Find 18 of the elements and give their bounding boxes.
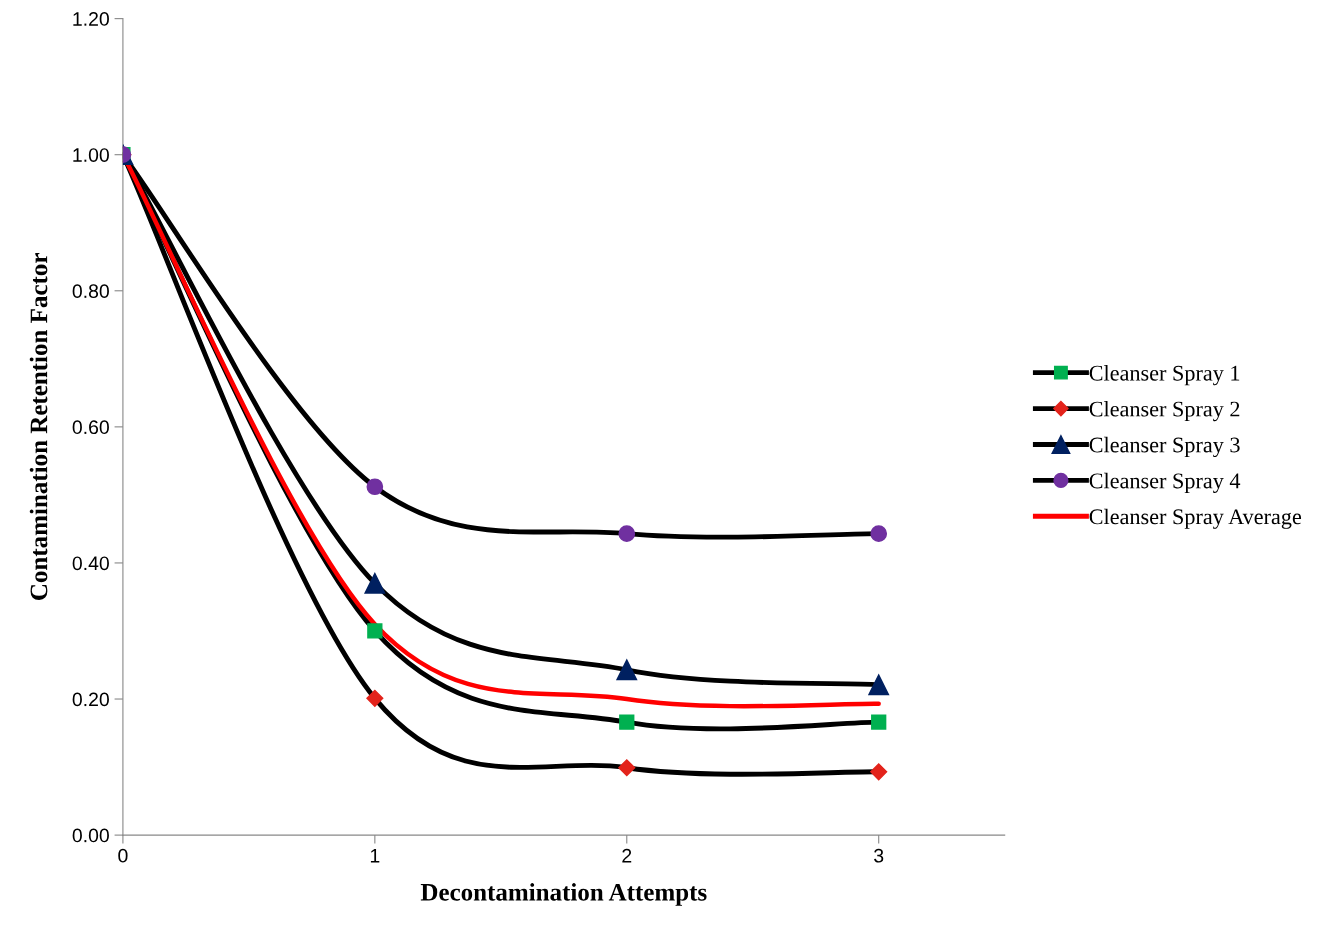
x-tick-label: 0 (118, 848, 128, 863)
x-axis-title: Decontamination Attempts (420, 883, 707, 906)
y-tick-label: 1.20 (73, 12, 109, 26)
y-tick-label: 0.60 (72, 420, 109, 435)
x-tick-label: 3 (874, 848, 884, 863)
legend-label: Cleanser Spray 2 (1089, 400, 1240, 422)
y-tick-label: 0.00 (72, 828, 109, 843)
legend-label: Cleanser Spray 4 (1089, 472, 1241, 493)
y-tick-label: 0.40 (72, 556, 109, 571)
y-axis-title: Contamination Retention Factor (29, 253, 48, 600)
x-tick-label: 1 (370, 849, 380, 863)
y-tick-label: 0.20 (72, 692, 109, 707)
y-tick-label: 1.00 (73, 148, 109, 162)
legend-label: Cleanser Spray 1 (1089, 365, 1240, 386)
x-tick-label: 2 (622, 848, 632, 863)
legend-label: Cleanser Spray 3 (1089, 436, 1240, 458)
legend-label: Cleanser Spray Average (1089, 508, 1302, 529)
y-tick-label: 0.80 (72, 284, 109, 299)
